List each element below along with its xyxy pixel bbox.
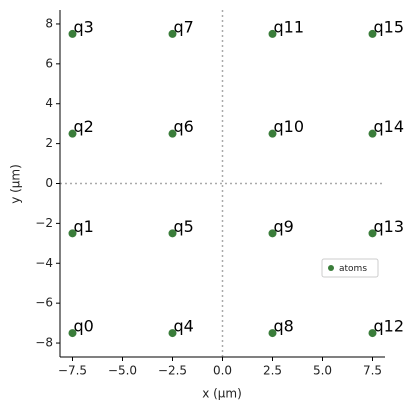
- x-tick-label: 0.0: [213, 364, 232, 378]
- atom-label: q5: [174, 217, 194, 236]
- y-tick-label: 6: [45, 56, 53, 70]
- atom-label: q6: [174, 117, 194, 136]
- atom-point: [368, 29, 377, 38]
- x-tick-label: 7.5: [363, 364, 382, 378]
- y-tick-label: −6: [35, 296, 53, 310]
- atom-point: [168, 29, 177, 38]
- atom-point: [268, 29, 277, 38]
- atom-label: q9: [274, 217, 294, 236]
- legend-box: [321, 258, 379, 278]
- atom-point: [68, 29, 77, 38]
- atom-label: q10: [274, 117, 305, 136]
- y-tick-label: 8: [45, 16, 53, 30]
- atom-label: q4: [174, 317, 194, 336]
- x-tick-label: −2.5: [158, 364, 187, 378]
- atom-label: q2: [74, 117, 94, 136]
- x-tick-label: −5.0: [108, 364, 137, 378]
- atom-point: [268, 229, 277, 238]
- atom-point: [168, 329, 177, 338]
- atom-label: q14: [374, 117, 405, 136]
- atom-label: q15: [374, 17, 405, 36]
- atom-point: [68, 229, 77, 238]
- atom-label: q13: [374, 217, 405, 236]
- x-tick-label: 5.0: [313, 364, 332, 378]
- atom-point: [368, 329, 377, 338]
- y-tick-label: −8: [35, 336, 53, 350]
- atom-label: q12: [374, 317, 405, 336]
- atom-label: q7: [174, 17, 194, 36]
- atom-label: q0: [74, 317, 94, 336]
- atom-point: [268, 129, 277, 138]
- atom-label: q11: [274, 17, 305, 36]
- x-tick-label: 2.5: [263, 364, 282, 378]
- atom-point: [168, 129, 177, 138]
- atom-point: [368, 229, 377, 238]
- y-tick-label: 2: [45, 136, 53, 150]
- atom-label: q8: [274, 317, 294, 336]
- legend-label: atoms: [339, 264, 367, 274]
- y-tick-label: −2: [35, 216, 53, 230]
- y-tick-label: −4: [35, 256, 53, 270]
- atom-point: [68, 329, 77, 338]
- x-tick-label: −7.5: [58, 364, 87, 378]
- atom-label: q1: [74, 217, 94, 236]
- atom-point: [368, 129, 377, 138]
- atom-label: q3: [74, 17, 94, 36]
- atom-point: [168, 229, 177, 238]
- atom-point: [268, 329, 277, 338]
- y-axis-label: y (μm): [9, 164, 23, 204]
- legend-marker: [328, 265, 334, 271]
- x-axis-label: x (μm): [202, 387, 242, 401]
- y-tick-label: 4: [45, 96, 53, 110]
- atom-point: [68, 129, 77, 138]
- y-tick-label: 0: [45, 176, 53, 190]
